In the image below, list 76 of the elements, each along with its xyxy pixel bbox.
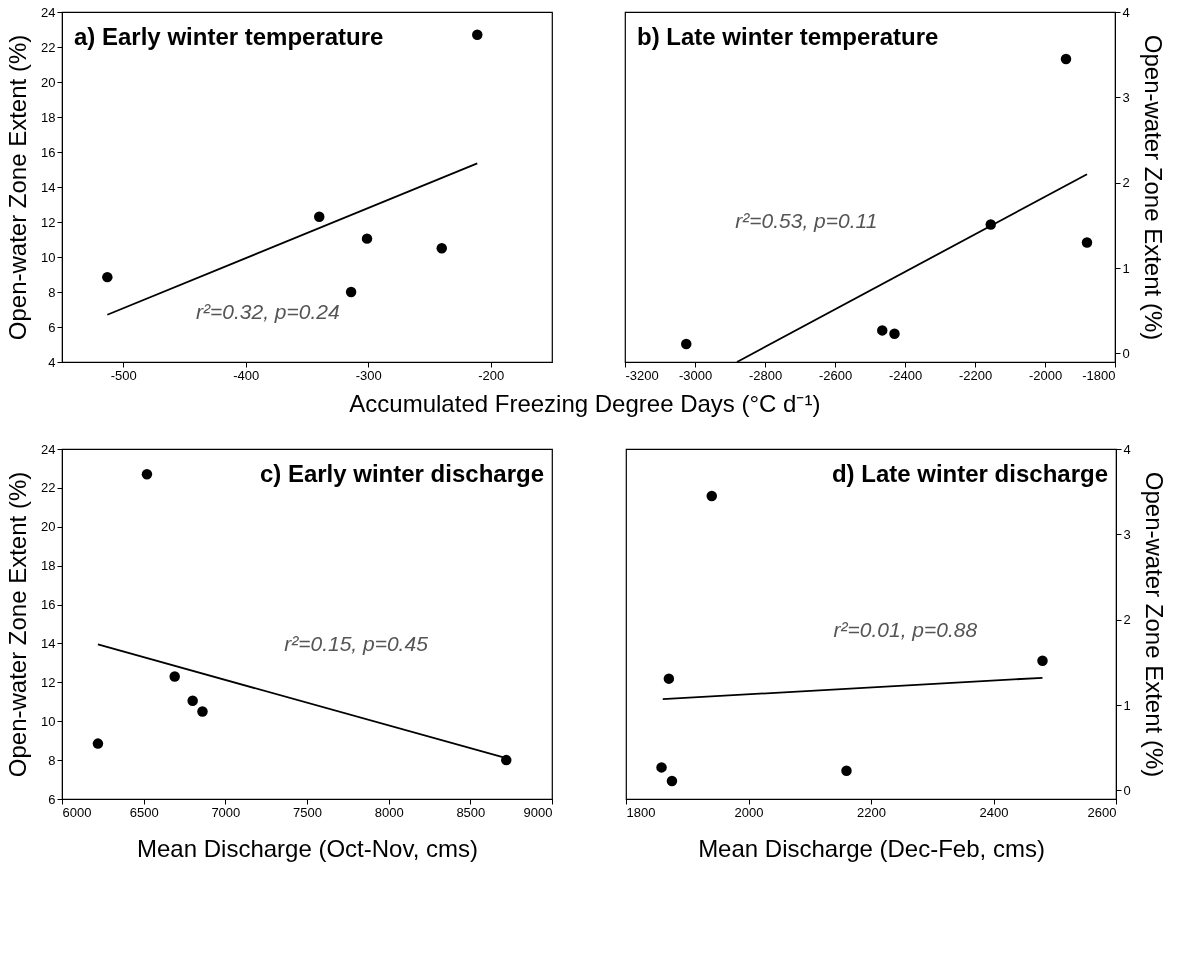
y-tick-label: 16 bbox=[41, 144, 56, 160]
x-axis-title: Accumulated Freezing Degree Days (°C d⁻¹) bbox=[349, 389, 821, 417]
y-tick-label: 20 bbox=[41, 74, 56, 90]
y2-tick-label: 0 bbox=[1123, 782, 1131, 798]
y2-tick-label: 3 bbox=[1122, 89, 1130, 105]
annotation: r²=0.32, p=0.24 bbox=[196, 300, 340, 323]
x-tick-label: 2000 bbox=[734, 804, 764, 820]
x-tick-label: -2600 bbox=[818, 367, 853, 383]
y2-axis-title: Open-water Zone Extent (%) bbox=[1139, 34, 1167, 341]
y-tick-label: 18 bbox=[41, 558, 56, 574]
x-tick-label: 2600 bbox=[1087, 804, 1117, 820]
y-tick-label: 4 bbox=[48, 354, 56, 370]
annotation: r²=0.53, p=0.11 bbox=[735, 209, 878, 232]
y2-axis-title: Open-water Zone Extent (%) bbox=[1140, 471, 1168, 778]
y-tick-label: 22 bbox=[41, 39, 56, 55]
y-tick-label: 6 bbox=[48, 319, 56, 335]
point bbox=[102, 271, 113, 283]
chart-title: c) Early winter discharge bbox=[259, 460, 544, 487]
x-tick-label: -3000 bbox=[678, 367, 713, 383]
y2-tick-label: 4 bbox=[1123, 441, 1131, 457]
y2-tick-label: 1 bbox=[1122, 260, 1130, 276]
y-tick-label: 8 bbox=[48, 284, 56, 300]
x-tick-label: 7500 bbox=[293, 804, 322, 820]
x-tick-label: -400 bbox=[233, 367, 260, 383]
x-tick-label: 8000 bbox=[374, 804, 404, 820]
x-tick-label: -2200 bbox=[958, 367, 993, 383]
x-tick-label: -3200 bbox=[625, 367, 659, 383]
annotation: r²=0.15, p=0.45 bbox=[284, 632, 429, 655]
y-tick-label: 10 bbox=[41, 713, 56, 729]
point bbox=[314, 211, 325, 222]
y-tick-label: 14 bbox=[41, 635, 56, 651]
point bbox=[472, 29, 483, 40]
y2-tick-label: 2 bbox=[1123, 612, 1131, 628]
annotation: r²=0.01, p=0.88 bbox=[833, 618, 978, 641]
point bbox=[345, 286, 357, 298]
x-tick-label: 1800 bbox=[626, 804, 656, 820]
x-tick-label: 2400 bbox=[979, 804, 1009, 820]
x-tick-label: -2400 bbox=[888, 367, 923, 383]
x-tick-label: -2000 bbox=[1028, 367, 1063, 383]
x-tick-label: -2800 bbox=[748, 367, 783, 383]
x-tick-label: -300 bbox=[355, 367, 382, 383]
y-tick-label: 24 bbox=[41, 4, 56, 20]
x-tick-label: -200 bbox=[478, 367, 505, 383]
x-tick-label: 2200 bbox=[857, 804, 886, 820]
y-tick-label: 18 bbox=[41, 109, 56, 125]
y-tick-label: 24 bbox=[41, 441, 56, 457]
x-tick-label: 9000 bbox=[523, 804, 553, 820]
y-tick-label: 8 bbox=[48, 752, 56, 768]
x-axis-title: Mean Discharge (Oct-Nov, cms) bbox=[137, 834, 478, 862]
x-tick-label: 7000 bbox=[211, 804, 241, 820]
y2-tick-label: 1 bbox=[1123, 697, 1131, 713]
x-tick-label: -500 bbox=[110, 367, 137, 383]
y-tick-label: 22 bbox=[41, 480, 56, 496]
chart-title: d) Late winter discharge bbox=[831, 460, 1108, 487]
y-tick-label: 12 bbox=[41, 674, 56, 690]
x-tick-label: -1800 bbox=[1082, 367, 1116, 383]
y-tick-label: 10 bbox=[41, 249, 56, 265]
y-axis-title: Open-water Zone Extent (%) bbox=[4, 471, 32, 778]
y2-tick-label: 3 bbox=[1123, 526, 1131, 542]
x-axis-title: Mean Discharge (Dec-Feb, cms) bbox=[698, 834, 1045, 862]
y2-tick-label: 2 bbox=[1122, 175, 1130, 191]
y-tick-label: 14 bbox=[41, 179, 56, 195]
y-tick-label: 6 bbox=[48, 791, 56, 807]
chart-title: b) Late winter temperature bbox=[637, 23, 939, 50]
y-tick-label: 16 bbox=[41, 597, 56, 613]
y-axis-title: Open-water Zone Extent (%) bbox=[4, 34, 32, 341]
y2-tick-label: 0 bbox=[1122, 345, 1130, 361]
point bbox=[361, 233, 373, 244]
y2-tick-label: 4 bbox=[1122, 4, 1130, 20]
x-tick-label: 6000 bbox=[62, 804, 92, 820]
y-tick-label: 12 bbox=[41, 214, 56, 230]
point bbox=[436, 243, 447, 254]
x-tick-label: 8500 bbox=[456, 804, 486, 820]
x-tick-label: 6500 bbox=[129, 804, 159, 820]
chart-title: a) Early winter temperature bbox=[74, 23, 384, 50]
y-tick-label: 20 bbox=[41, 519, 56, 535]
